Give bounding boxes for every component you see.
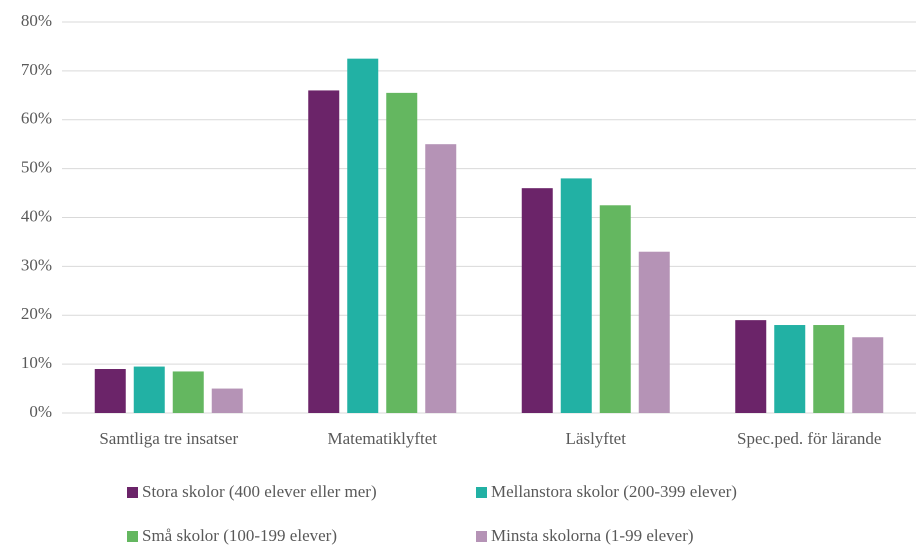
bar	[521, 188, 553, 413]
bar	[308, 90, 340, 414]
bar	[560, 178, 592, 413]
bar	[94, 369, 126, 413]
bar	[813, 325, 845, 413]
y-tick-label: 30%	[21, 255, 52, 274]
bar	[172, 371, 204, 413]
bar	[599, 205, 631, 413]
bar	[425, 144, 457, 413]
bar	[735, 320, 767, 413]
legend-swatch	[476, 531, 487, 542]
x-tick-label: Matematiklyftet	[327, 429, 437, 448]
y-tick-label: 40%	[21, 206, 52, 225]
bar	[638, 251, 670, 413]
bar	[347, 58, 379, 413]
y-tick-label: 70%	[21, 60, 52, 79]
x-tick-label: Samtliga tre insatser	[99, 429, 238, 448]
bar	[133, 366, 165, 413]
y-tick-label: 80%	[21, 11, 52, 30]
legend-label: Mellanstora skolor (200-399 elever)	[491, 482, 737, 501]
y-tick-label: 50%	[21, 158, 52, 177]
legend-label: Minsta skolorna (1-99 elever)	[491, 526, 694, 545]
legend-swatch	[127, 531, 138, 542]
bar	[774, 325, 806, 413]
x-tick-label: Spec.ped. för lärande	[737, 429, 881, 448]
bar	[386, 92, 418, 414]
legend-label: Stora skolor (400 elever eller mer)	[142, 482, 377, 501]
y-tick-label: 60%	[21, 109, 52, 128]
legend-label: Små skolor (100-199 elever)	[142, 526, 337, 545]
bar	[211, 388, 243, 413]
y-tick-label: 20%	[21, 304, 52, 323]
x-tick-label: Läslyftet	[566, 429, 627, 448]
legend-swatch	[127, 487, 138, 498]
bar	[852, 337, 884, 413]
legend-swatch	[476, 487, 487, 498]
y-tick-label: 10%	[21, 353, 52, 372]
y-tick-label: 0%	[29, 402, 52, 421]
